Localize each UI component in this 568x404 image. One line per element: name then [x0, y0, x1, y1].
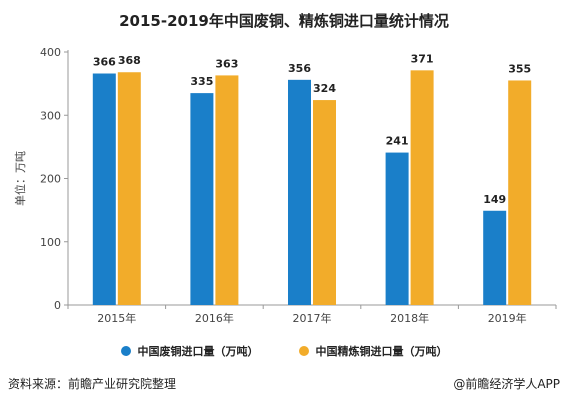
data-label: 149: [483, 193, 506, 206]
bar-refined-copper: [313, 100, 336, 305]
data-label: 363: [215, 57, 238, 70]
chart-legend: 中国废铜进口量（万吨） 中国精炼铜进口量（万吨）: [0, 343, 568, 359]
y-tick-label: 100: [40, 236, 61, 249]
bar-scrap-copper: [288, 79, 311, 305]
y-axis-label: 单位：万吨: [13, 151, 27, 206]
legend-label-refined-copper: 中国精炼铜进口量（万吨）: [315, 345, 448, 358]
legend-item-scrap-copper: 中国废铜进口量（万吨）: [120, 343, 259, 359]
source-note: 资料来源：前瞻产业研究院整理: [8, 377, 177, 391]
x-tick-label: 2017年: [293, 311, 332, 325]
legend-label-scrap-copper: 中国废铜进口量（万吨）: [137, 345, 259, 358]
legend-item-refined-copper: 中国精炼铜进口量（万吨）: [298, 343, 448, 359]
x-tick-label: 2019年: [488, 311, 527, 325]
bar-scrap-copper: [483, 210, 507, 305]
brand-credit: @前瞻经济学人APP: [453, 377, 560, 391]
y-tick-label: 300: [40, 109, 61, 122]
bar-refined-copper: [215, 75, 239, 305]
legend-swatch-scrap-copper: [120, 346, 131, 356]
chart-title: 2015-2019年中国废铜、精炼铜进口量统计情况: [119, 12, 449, 30]
y-tick-label: 200: [40, 173, 61, 186]
data-label: 356: [288, 62, 311, 75]
bar-refined-copper: [508, 80, 532, 306]
bar-refined-copper: [410, 70, 434, 305]
bar-scrap-copper: [385, 152, 409, 305]
data-label: 324: [313, 82, 336, 95]
legend-swatch-refined-copper: [298, 346, 309, 356]
y-tick-label: 0: [54, 299, 61, 312]
bar-refined-copper: [117, 72, 141, 306]
x-tick-label: 2018年: [390, 311, 429, 325]
x-tick-label: 2016年: [195, 311, 234, 325]
data-label: 366: [93, 56, 116, 69]
bar-scrap-copper: [190, 93, 214, 305]
data-label: 368: [118, 54, 141, 67]
x-tick-label: 2015年: [97, 311, 136, 325]
data-label: 241: [386, 135, 409, 148]
data-label: 371: [411, 52, 434, 65]
y-tick-label: 400: [40, 46, 61, 59]
data-label: 335: [190, 75, 213, 88]
bar-scrap-copper: [92, 73, 116, 305]
data-label: 355: [508, 62, 531, 75]
